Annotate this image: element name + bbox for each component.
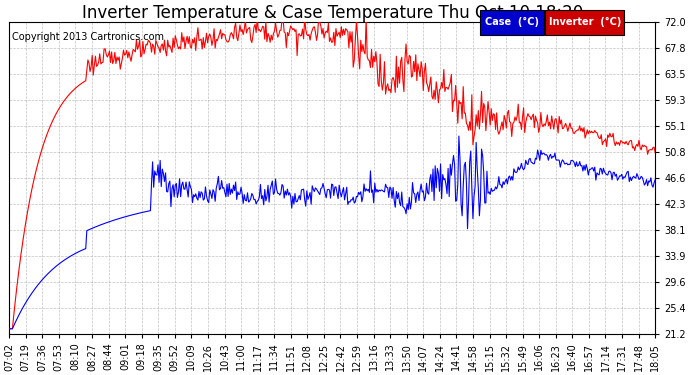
Title: Inverter Temperature & Case Temperature Thu Oct 10 18:20: Inverter Temperature & Case Temperature … (81, 4, 583, 22)
Text: Case  (°C): Case (°C) (484, 17, 539, 27)
Text: Copyright 2013 Cartronics.com: Copyright 2013 Cartronics.com (12, 32, 164, 42)
FancyBboxPatch shape (480, 10, 544, 34)
FancyBboxPatch shape (545, 10, 624, 34)
Text: Inverter  (°C): Inverter (°C) (549, 17, 621, 27)
